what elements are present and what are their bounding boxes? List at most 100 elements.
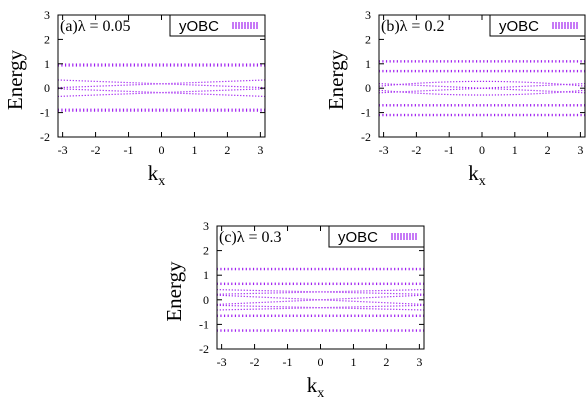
data-point — [539, 90, 541, 92]
data-point — [300, 307, 302, 309]
data-point — [563, 91, 565, 93]
data-point — [351, 292, 353, 294]
data-point — [306, 307, 308, 309]
data-point — [399, 83, 401, 86]
data-point — [426, 85, 428, 87]
data-point — [399, 305, 401, 307]
data-point — [102, 81, 104, 83]
data-point — [435, 81, 437, 83]
data-point — [405, 308, 407, 311]
data-point — [147, 91, 149, 93]
data-point — [473, 87, 476, 89]
data-point — [102, 94, 104, 96]
data-point — [234, 85, 236, 88]
data-point — [527, 89, 529, 91]
data-point — [228, 94, 230, 96]
data-point — [207, 84, 209, 87]
data-point — [387, 84, 389, 86]
data-point — [237, 305, 239, 307]
data-point — [360, 301, 362, 303]
x-axis-label-subscript: x — [317, 386, 324, 401]
data-point — [369, 292, 371, 294]
data-point — [384, 90, 386, 92]
data-point — [378, 290, 380, 292]
data-point — [219, 294, 221, 296]
x-tick-label: 3 — [416, 355, 422, 369]
data-point — [225, 294, 227, 297]
data-point — [180, 83, 182, 86]
data-point — [581, 92, 583, 94]
data-point — [396, 302, 398, 304]
data-point — [141, 82, 143, 84]
data-point — [411, 289, 413, 291]
data-point — [503, 94, 505, 96]
data-point — [432, 93, 434, 95]
data-point — [114, 93, 116, 95]
data-point — [363, 290, 365, 292]
data-point — [273, 297, 275, 299]
data-point — [372, 296, 374, 299]
data-point — [390, 296, 392, 298]
data-point — [536, 93, 538, 95]
data-point — [228, 85, 230, 87]
data-point — [393, 90, 395, 93]
data-point — [84, 80, 86, 82]
data-point — [390, 302, 392, 304]
data-point — [198, 84, 200, 86]
data-point — [279, 301, 281, 303]
data-point — [141, 92, 143, 94]
data-point — [545, 90, 547, 92]
data-point — [255, 308, 257, 310]
data-point — [342, 291, 344, 294]
data-point — [578, 90, 580, 92]
data-point — [572, 90, 574, 92]
data-point — [123, 90, 125, 92]
data-point — [312, 299, 314, 301]
data-point — [330, 306, 332, 309]
data-point — [249, 88, 251, 90]
data-point — [171, 83, 173, 85]
data-point — [420, 289, 422, 291]
data-point — [72, 88, 74, 90]
data-point — [536, 82, 538, 84]
data-point — [270, 301, 272, 303]
data-point — [324, 291, 326, 293]
data-point — [153, 92, 155, 94]
data-point — [294, 290, 296, 292]
y-axis-label: Energy — [324, 49, 348, 110]
data-point — [294, 298, 296, 300]
data-point — [342, 306, 344, 308]
data-point — [204, 84, 206, 87]
data-point — [336, 290, 338, 293]
data-point — [438, 81, 440, 83]
data-point — [393, 292, 395, 295]
data-point — [261, 296, 263, 298]
data-point — [321, 299, 323, 301]
data-point — [300, 298, 302, 300]
data-point — [485, 80, 488, 82]
data-point — [138, 82, 140, 84]
data-point — [554, 92, 556, 94]
data-point — [333, 307, 335, 309]
data-point — [303, 299, 305, 302]
data-point — [381, 292, 383, 294]
data-point — [108, 90, 110, 92]
x-tick-label: 2 — [383, 355, 389, 369]
data-point — [375, 290, 377, 292]
y-tick-label: 1 — [365, 57, 371, 71]
data-point — [411, 295, 413, 297]
data-point — [360, 290, 362, 292]
data-point — [288, 290, 290, 292]
data-point — [162, 83, 164, 85]
edge-state-4 — [217, 304, 424, 311]
data-point — [578, 91, 580, 94]
x-tick-label: -2 — [91, 143, 101, 157]
data-point — [411, 305, 413, 307]
data-point — [234, 303, 236, 305]
data-point — [414, 293, 416, 295]
data-point — [351, 290, 353, 292]
panel-c: -3 -2 -1 0 1 2 3 -2 -1 0 1 2 3 kx Energy (c)λ = 0.3 yOBC — [162, 219, 425, 401]
data-point — [560, 84, 562, 86]
data-point — [135, 84, 137, 86]
data-point — [219, 289, 221, 291]
